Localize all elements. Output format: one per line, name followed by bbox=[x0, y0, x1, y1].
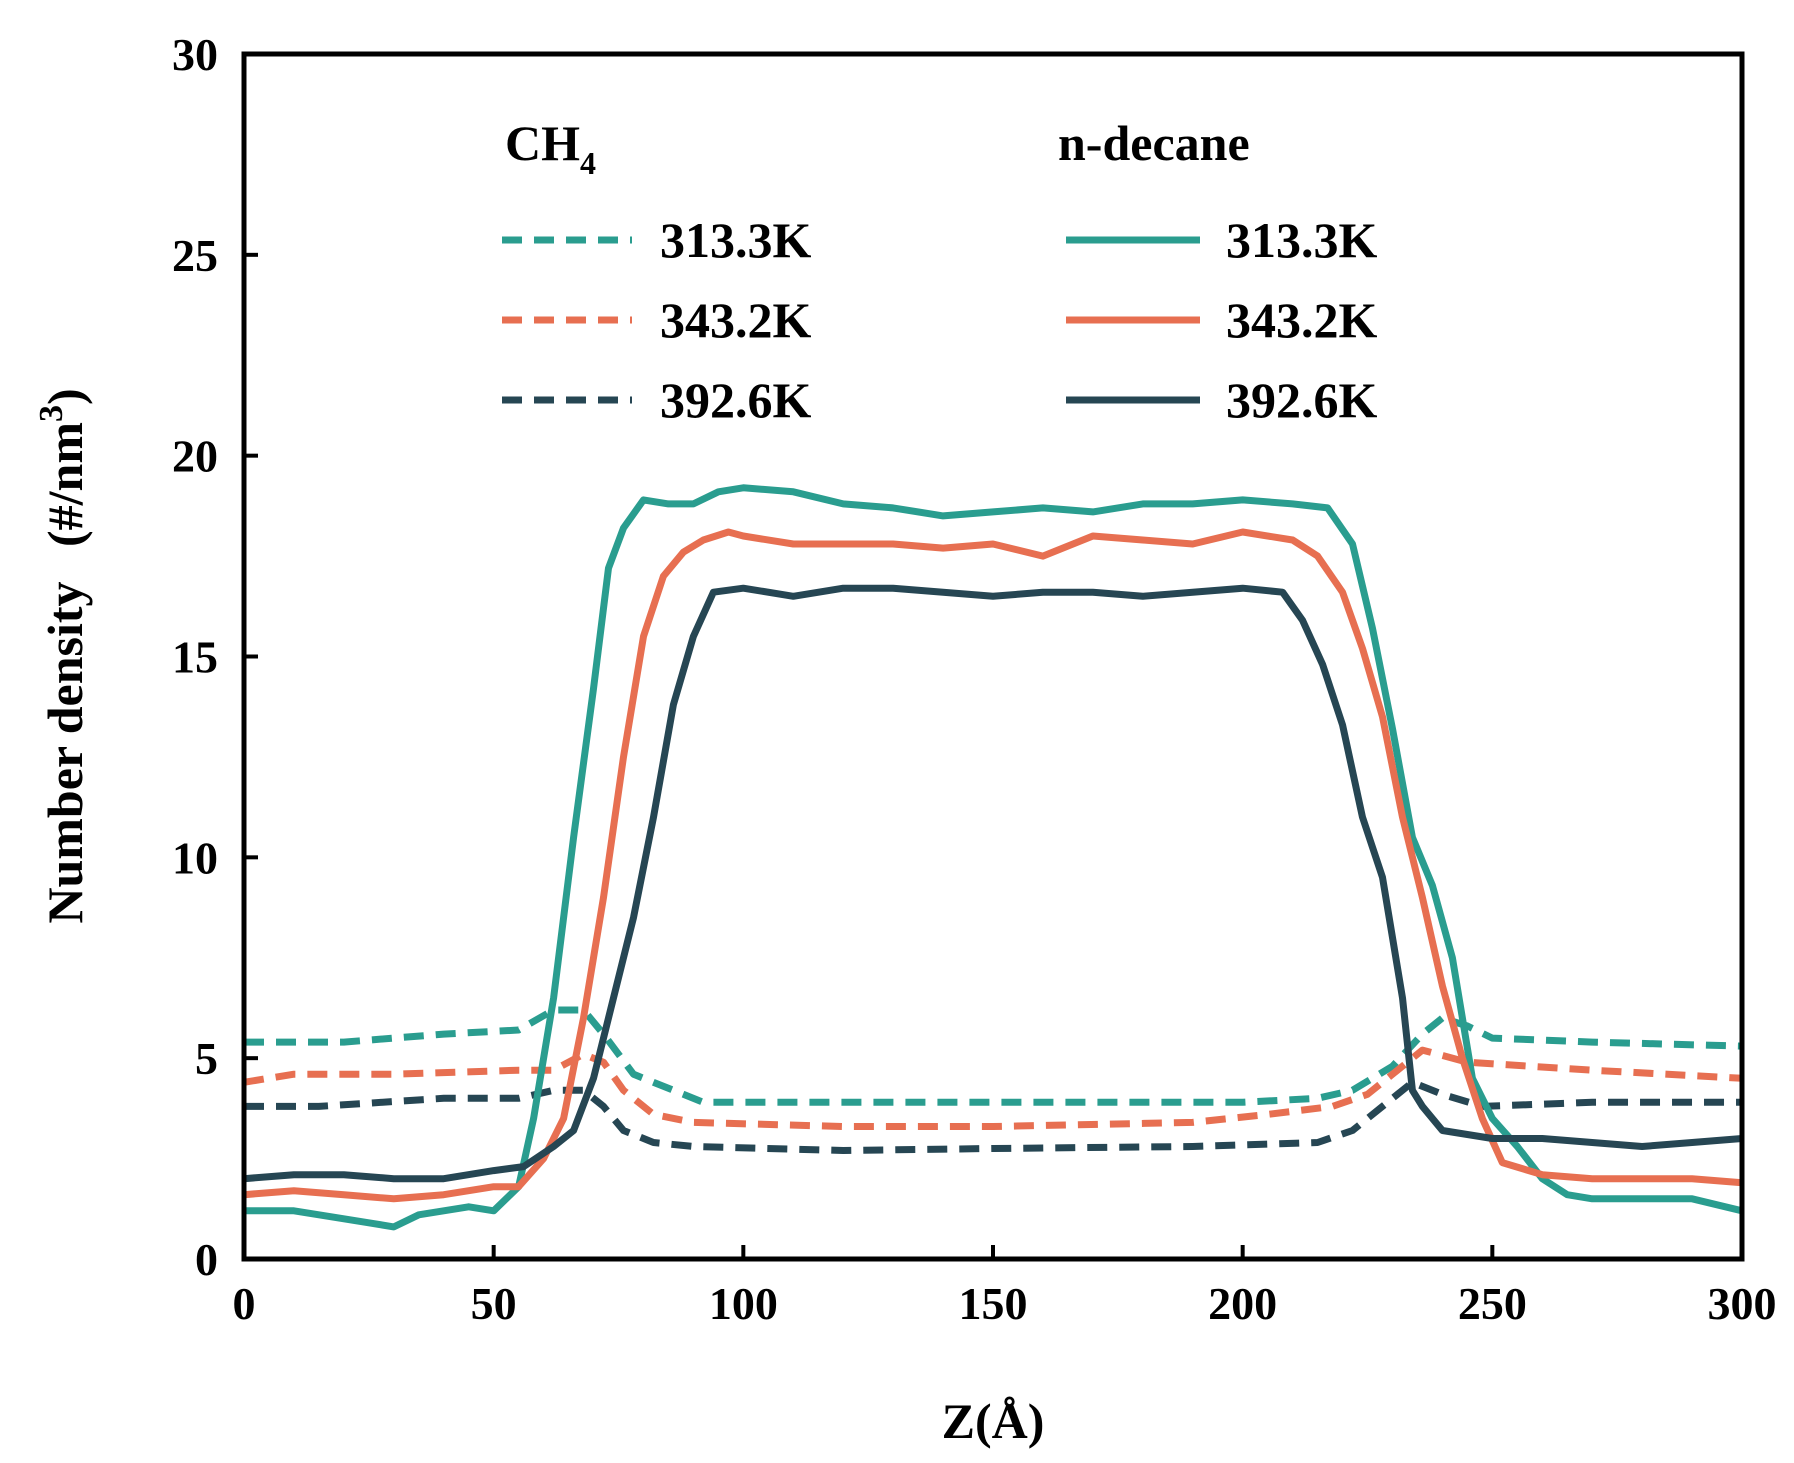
legend-label-ndecane-343_2K: 343.2K bbox=[1226, 292, 1378, 348]
legend-label-ndecane-313_3K: 313.3K bbox=[1226, 212, 1378, 268]
x-tick-label: 150 bbox=[959, 1278, 1028, 1329]
y-tick-label: 5 bbox=[195, 1033, 218, 1084]
x-tick-label: 100 bbox=[709, 1278, 778, 1329]
legend-label-ch4-343_2K: 343.2K bbox=[660, 292, 812, 348]
series-layer bbox=[243, 484, 1743, 1231]
x-tick-label: 50 bbox=[471, 1278, 517, 1329]
y-tick-label: 10 bbox=[172, 832, 218, 883]
x-tick-label: 250 bbox=[1458, 1278, 1527, 1329]
y-tick-label: 20 bbox=[172, 431, 218, 482]
y-axis-title: Number density (#/nm3) bbox=[33, 388, 93, 923]
legend-label-ndecane-392_6K: 392.6K bbox=[1226, 372, 1378, 428]
y-tick-label: 0 bbox=[195, 1234, 218, 1285]
y-axis-title-unit-sup: 3 bbox=[33, 405, 70, 422]
x-tick-label: 200 bbox=[1208, 1278, 1277, 1329]
legend-ch4-base: CH bbox=[505, 115, 580, 171]
legend-group-title-ndecane: n-decane bbox=[1058, 115, 1250, 171]
series-line-ndecane-392_6K bbox=[243, 584, 1743, 1183]
legend-label-ch4-313_3K: 313.3K bbox=[660, 212, 812, 268]
x-tick-label: 300 bbox=[1708, 1278, 1777, 1329]
y-tick-label: 25 bbox=[172, 230, 218, 281]
series-line-ch4-392_6K bbox=[244, 1078, 1742, 1154]
series-line-ch4-343_2K bbox=[243, 1046, 1743, 1130]
x-axis-title: Z(Å) bbox=[942, 1393, 1045, 1449]
y-axis-title-unit-close: ) bbox=[37, 388, 93, 405]
x-tick-label: 0 bbox=[233, 1278, 256, 1329]
legend: CH4 n-decane 313.3K 343.2K 392.6K 313.3K 343… bbox=[502, 115, 1378, 428]
legend-ch4-sub: 4 bbox=[580, 145, 596, 181]
y-tick-label: 15 bbox=[172, 632, 218, 683]
y-tick-label: 30 bbox=[172, 29, 218, 80]
y-axis-title-unit: (#/nm bbox=[37, 422, 93, 547]
legend-group-title-ch4: CH4 bbox=[505, 115, 596, 181]
series-line-ndecane-313_3K bbox=[244, 484, 1743, 1231]
legend-label-ch4-392_6K: 392.6K bbox=[660, 372, 812, 428]
y-axis-title-main: Number density bbox=[37, 581, 93, 923]
ticks-layer: 0 50 100 150 200 250 300 0 5 10 15 20 25 30 bbox=[172, 29, 1777, 1329]
